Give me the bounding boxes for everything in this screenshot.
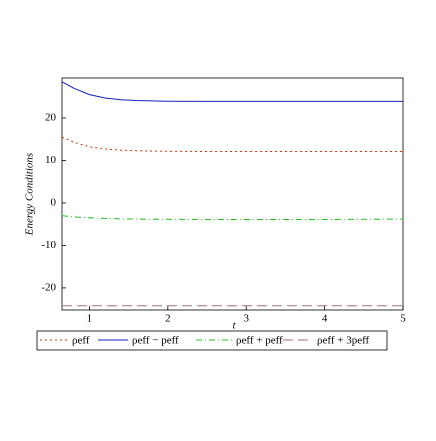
plot-frame: [61, 77, 404, 311]
y-tick-label: -20: [41, 281, 56, 293]
y-tick-label: 0: [51, 196, 57, 208]
x-tick-label: 1: [87, 313, 93, 325]
legend-label: ρeff + 3peff: [317, 335, 370, 347]
x-tick-label: 4: [322, 313, 328, 325]
legend-label: ρeff + peff: [236, 335, 283, 347]
legend-box: [36, 330, 388, 351]
y-tick-label: -10: [41, 239, 56, 251]
y-tick-label: 10: [45, 154, 57, 166]
x-tick-label: 5: [400, 313, 406, 325]
legend-label: ρeff: [72, 335, 90, 347]
x-tick-label: 2: [165, 313, 171, 325]
series-line: [61, 215, 404, 220]
y-tick-label: 20: [45, 111, 57, 123]
legend-label: ρeff − peff: [132, 335, 179, 347]
series-line: [61, 136, 403, 152]
y-axis-label: Energy Conditions: [24, 153, 36, 236]
x-tick-label: 3: [243, 313, 249, 325]
series-line: [61, 81, 403, 102]
x-axis-label: t: [232, 320, 236, 332]
